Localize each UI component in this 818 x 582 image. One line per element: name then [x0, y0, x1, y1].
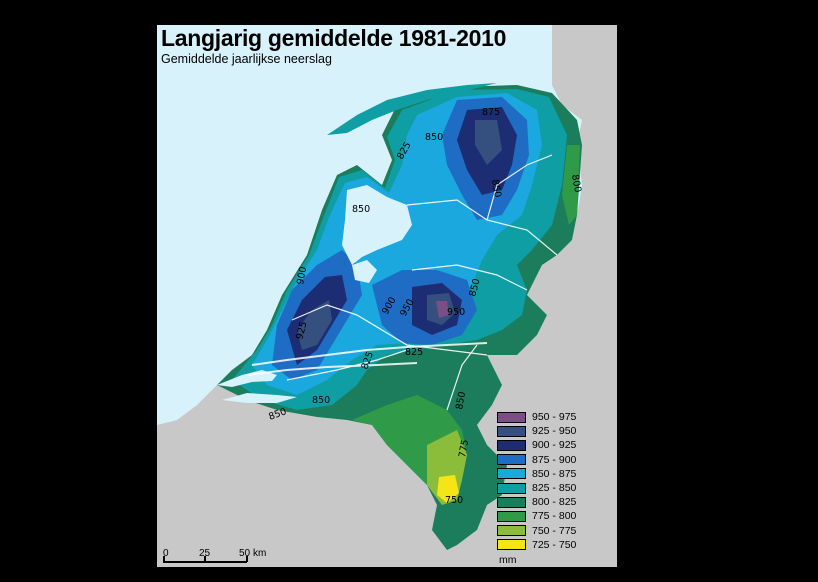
scale-tick — [246, 556, 248, 562]
zone-725-750 — [437, 475, 459, 503]
rivers — [246, 342, 488, 376]
isoline-label: 900 — [295, 266, 309, 286]
zone-925-950-north — [475, 120, 502, 165]
legend-item: 800 - 825 — [497, 495, 612, 509]
legend-label: 800 - 825 — [532, 496, 577, 509]
legend-label: 725 - 750 — [532, 538, 577, 551]
isoline-label: 750 — [445, 495, 463, 506]
ijsselmeer — [342, 185, 412, 265]
legend-swatch — [497, 482, 526, 494]
isoline-label: 850 — [467, 277, 482, 297]
map-panel: 875 850 825 800 850 850 900 950 850 925 … — [157, 25, 617, 567]
markermeer — [352, 260, 377, 283]
scale-tick — [204, 556, 206, 562]
legend-item: 775 - 800 — [497, 509, 612, 523]
legend-label: 750 - 775 — [532, 524, 577, 537]
isoline-label: 850 — [352, 204, 370, 215]
legend-label: 950 - 975 — [532, 411, 577, 424]
zone-925-950-west — [297, 300, 332, 350]
legend: 950 - 975 925 - 950 900 - 925 875 - 900 … — [497, 410, 612, 566]
zone-950-975 — [436, 301, 449, 318]
legend-item: 850 - 875 — [497, 467, 612, 481]
legend-swatch — [497, 510, 526, 522]
scale-tick-label: 0 — [163, 548, 169, 559]
legend-item: 950 - 975 — [497, 410, 612, 424]
legend-label: 850 - 875 — [532, 467, 577, 480]
legend-item: 925 - 950 — [497, 424, 612, 438]
legend-swatch — [497, 496, 526, 508]
zeeland-water — [217, 370, 297, 403]
legend-label: 775 - 800 — [532, 510, 577, 523]
scale-tick — [163, 556, 165, 562]
legend-item: 875 - 900 — [497, 453, 612, 467]
legend-swatch — [497, 539, 526, 551]
zone-775-800-east — [562, 145, 580, 225]
legend-item: 750 - 775 — [497, 524, 612, 538]
isoline-labels: 875 850 825 800 850 850 900 950 850 925 … — [267, 107, 583, 506]
isoline-label: 950 — [447, 307, 465, 318]
scale-tick-label: 25 — [199, 548, 211, 559]
isoline-label: 850 — [489, 179, 503, 199]
scale-tick-label: 50 — [239, 548, 251, 559]
legend-label: 900 - 925 — [532, 439, 577, 452]
wadden-islands — [327, 83, 497, 135]
isoline-label: 875 — [482, 107, 500, 118]
neighbor-land-belgium — [157, 385, 457, 567]
isoline-label: 775 — [457, 439, 471, 459]
map-subtitle: Gemiddelde jaarlijkse neerslag — [161, 52, 332, 66]
legend-swatch — [497, 425, 526, 437]
legend-item: 900 - 925 — [497, 438, 612, 452]
scale-bar: 0 25 50 km — [163, 548, 273, 564]
legend-swatch — [497, 454, 526, 466]
legend-item: 825 - 850 — [497, 481, 612, 495]
legend-swatch — [497, 525, 526, 537]
legend-label: 875 - 900 — [532, 453, 577, 466]
isoline-label: 850 — [454, 391, 468, 411]
isoline-label: 825 — [405, 347, 423, 358]
legend-swatch — [497, 468, 526, 480]
isoline-label: 800 — [569, 174, 583, 194]
legend-item: 725 - 750 — [497, 538, 612, 552]
legend-swatch — [497, 411, 526, 423]
province-borders — [286, 154, 558, 411]
precipitation-map: 875 850 825 800 850 850 900 950 850 925 … — [157, 25, 617, 567]
legend-label: 925 - 950 — [532, 425, 577, 438]
isoline-label: 850 — [312, 395, 330, 406]
isoline-label: 850 — [425, 132, 443, 143]
scale-unit: km — [253, 548, 267, 559]
map-title: Langjarig gemiddelde 1981-2010 — [161, 25, 507, 51]
legend-unit: mm — [499, 553, 517, 566]
legend-swatch — [497, 439, 526, 451]
legend-label: 825 - 850 — [532, 482, 577, 495]
isoline-label: 925 — [294, 320, 309, 340]
